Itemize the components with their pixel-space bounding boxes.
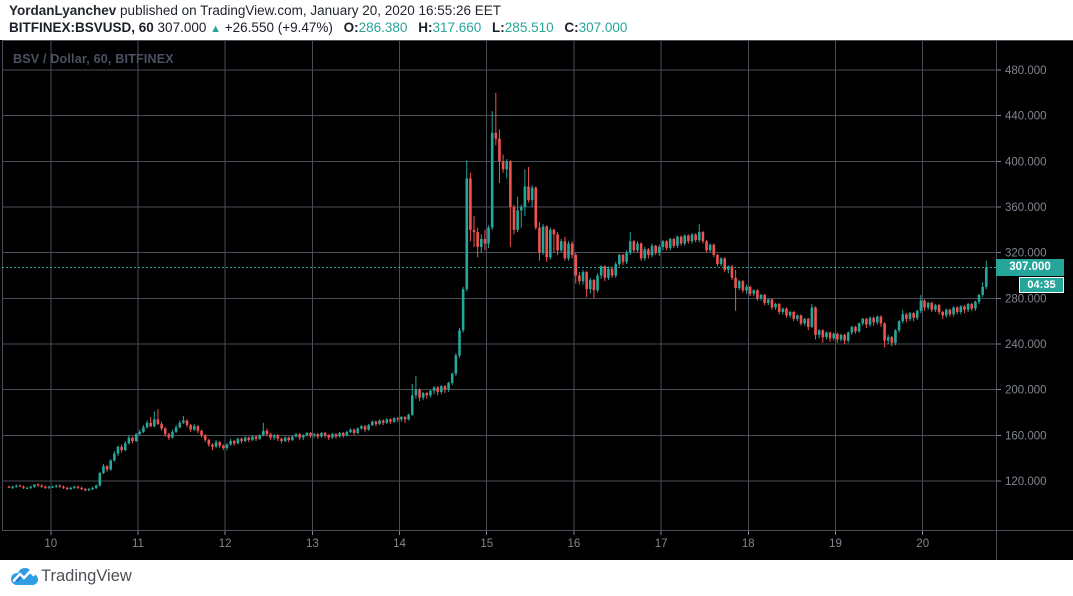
svg-text:320.000: 320.000 [1005, 248, 1047, 260]
svg-text:400.000: 400.000 [1005, 156, 1047, 168]
footer: TradingView [0, 560, 1073, 596]
svg-text:14: 14 [393, 538, 406, 550]
svg-text:10: 10 [44, 538, 57, 550]
svg-text:12: 12 [219, 538, 232, 550]
price-change: +26.550 (+9.47%) [224, 20, 333, 35]
publish-info: YordanLyanchev published on TradingView.… [9, 3, 501, 18]
header: YordanLyanchev published on TradingView.… [0, 0, 1073, 40]
svg-text:20: 20 [916, 538, 929, 550]
close-label: C: [564, 20, 579, 35]
svg-text:480.000: 480.000 [1005, 65, 1047, 77]
svg-text:16: 16 [568, 538, 581, 550]
candlestick-chart-canvas[interactable]: 480.000 440.000 400.000 360.000 320.000 280.0… [0, 40, 1073, 560]
svg-text:160.000: 160.000 [1005, 430, 1047, 442]
chart-area[interactable]: 480.000 440.000 400.000 360.000 320.000 280.0… [0, 40, 1073, 560]
last-price: 307.000 [157, 20, 207, 35]
svg-text:19: 19 [829, 538, 842, 550]
svg-text:18: 18 [742, 538, 755, 550]
up-arrow-icon: ▲ [210, 23, 222, 35]
high-value: 317.660 [432, 20, 482, 35]
symbol-interval: BITFINEX:BSVUSD, 60 [9, 20, 154, 35]
chart-legend-title: BSV / Dollar, 60, BITFINEX [13, 52, 174, 66]
svg-text:13: 13 [306, 538, 319, 550]
bar-countdown-badge: 04:35 [1019, 277, 1064, 293]
symbol-info-bar: BITFINEX:BSVUSD, 60 307.000 ▲ +26.550 (+… [9, 20, 627, 35]
svg-text:280.000: 280.000 [1005, 293, 1047, 305]
svg-text:120.000: 120.000 [1005, 476, 1047, 488]
tradingview-logo-icon[interactable] [9, 566, 39, 588]
current-price-badge: 307.000 [996, 259, 1064, 276]
open-label: O: [343, 20, 359, 35]
svg-text:360.000: 360.000 [1005, 202, 1047, 214]
svg-text:440.000: 440.000 [1005, 111, 1047, 123]
close-value: 307.000 [578, 20, 628, 35]
low-value: 285.510 [504, 20, 554, 35]
high-label: H: [418, 20, 433, 35]
open-value: 286.380 [358, 20, 408, 35]
svg-text:11: 11 [132, 538, 144, 550]
svg-text:240.000: 240.000 [1005, 339, 1047, 351]
svg-text:17: 17 [655, 538, 668, 550]
publish-text: published on TradingView.com, January 20… [116, 3, 502, 18]
svg-text:200.000: 200.000 [1005, 385, 1047, 397]
svg-text:15: 15 [480, 538, 493, 550]
author-name: YordanLyanchev [9, 3, 117, 18]
brand-name[interactable]: TradingView [41, 567, 132, 585]
low-label: L: [492, 20, 505, 35]
